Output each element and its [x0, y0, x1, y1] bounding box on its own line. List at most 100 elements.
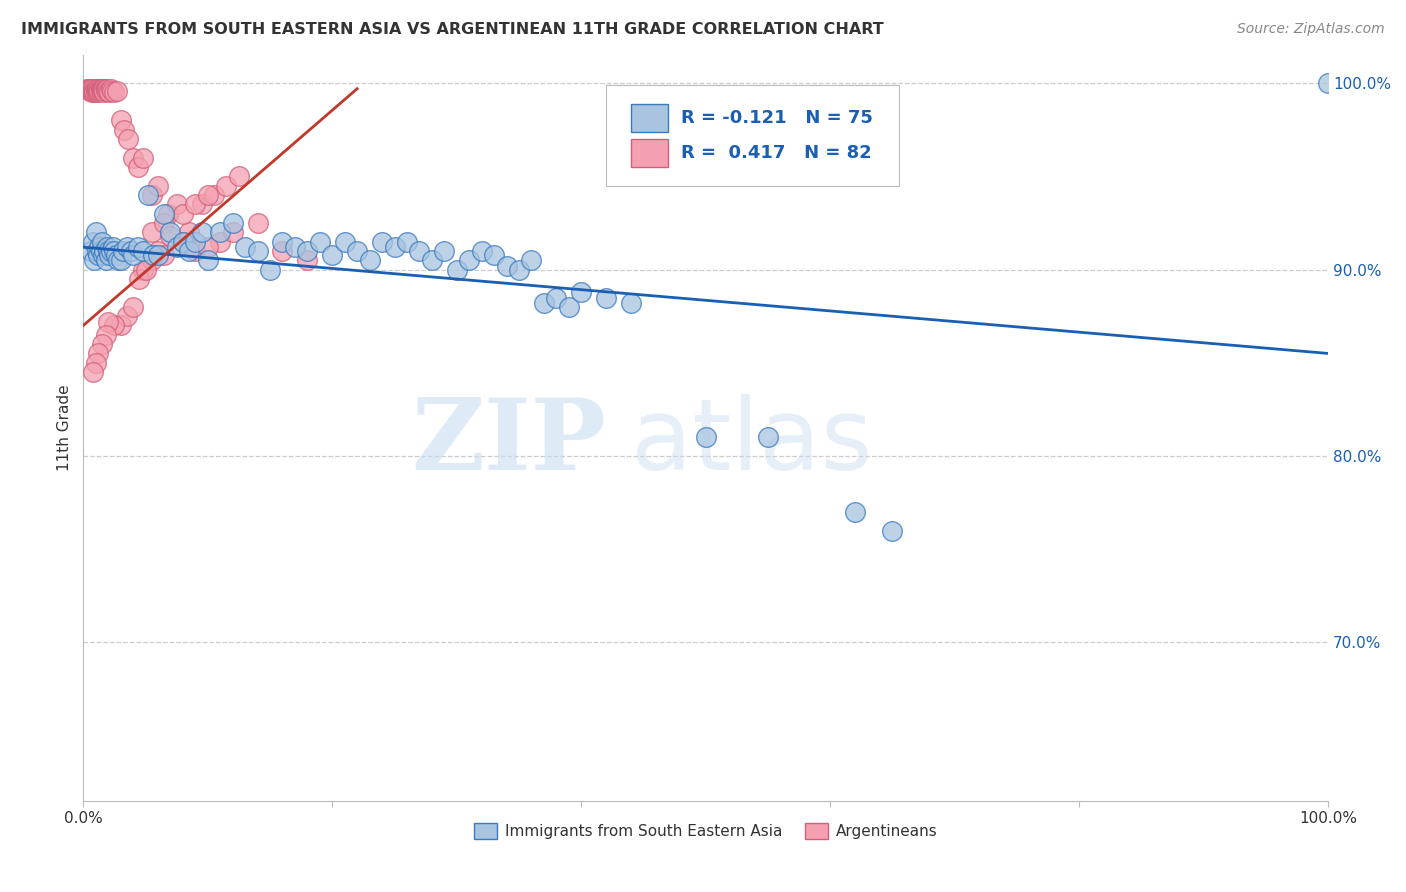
- Point: [91, 84, 114, 98]
- Point: [1317, 76, 1340, 90]
- Point: [153, 247, 176, 261]
- Point: [228, 169, 250, 184]
- Point: [482, 247, 505, 261]
- Point: [83, 253, 105, 268]
- Point: [89, 81, 111, 95]
- Text: ZIP: ZIP: [411, 394, 606, 491]
- Point: [221, 225, 243, 239]
- Point: [87, 86, 110, 100]
- FancyBboxPatch shape: [606, 85, 898, 186]
- Point: [82, 235, 104, 249]
- Point: [197, 240, 219, 254]
- Point: [104, 247, 127, 261]
- Point: [115, 240, 138, 254]
- Point: [533, 296, 555, 310]
- Point: [308, 235, 330, 249]
- Point: [159, 225, 181, 239]
- Point: [172, 235, 194, 249]
- Point: [408, 244, 430, 258]
- Point: [184, 235, 207, 249]
- Point: [98, 86, 121, 100]
- Point: [844, 505, 866, 519]
- Point: [93, 86, 115, 100]
- Point: [420, 253, 443, 268]
- Point: [122, 300, 145, 314]
- Point: [87, 346, 110, 360]
- Point: [215, 178, 238, 193]
- Text: IMMIGRANTS FROM SOUTH EASTERN ASIA VS ARGENTINEAN 11TH GRADE CORRELATION CHART: IMMIGRANTS FROM SOUTH EASTERN ASIA VS AR…: [21, 22, 884, 37]
- Point: [153, 206, 176, 220]
- Point: [132, 262, 155, 277]
- Point: [172, 235, 194, 249]
- Point: [297, 244, 319, 258]
- Point: [91, 337, 114, 351]
- Point: [84, 81, 107, 95]
- Point: [100, 244, 122, 258]
- Point: [259, 262, 281, 277]
- Point: [184, 244, 207, 258]
- Point: [132, 244, 155, 258]
- Point: [83, 84, 105, 98]
- Point: [89, 240, 111, 254]
- Point: [141, 188, 163, 202]
- Point: [115, 309, 138, 323]
- Point: [153, 216, 176, 230]
- Point: [90, 244, 112, 258]
- Point: [98, 247, 121, 261]
- Point: [122, 247, 145, 261]
- Point: [508, 262, 530, 277]
- Point: [271, 244, 294, 258]
- Point: [333, 235, 356, 249]
- Point: [569, 285, 592, 299]
- Point: [91, 247, 114, 261]
- Point: [756, 430, 779, 444]
- Point: [184, 197, 207, 211]
- Point: [94, 81, 117, 95]
- Point: [103, 318, 125, 333]
- Point: [97, 244, 120, 258]
- Point: [87, 84, 110, 98]
- Point: [446, 262, 468, 277]
- Text: R =  0.417   N = 82: R = 0.417 N = 82: [681, 144, 872, 161]
- Point: [146, 247, 169, 261]
- Point: [384, 240, 406, 254]
- Point: [96, 240, 118, 254]
- Point: [107, 253, 129, 268]
- Point: [91, 84, 114, 98]
- Point: [76, 81, 98, 95]
- Point: [112, 122, 135, 136]
- Point: [112, 244, 135, 258]
- Point: [94, 253, 117, 268]
- Point: [146, 178, 169, 193]
- Point: [80, 81, 103, 95]
- Point: [120, 244, 142, 258]
- Point: [84, 86, 107, 100]
- Point: [233, 240, 256, 254]
- Point: [433, 244, 456, 258]
- Point: [520, 253, 543, 268]
- Point: [83, 86, 105, 100]
- Point: [128, 272, 150, 286]
- Point: [80, 84, 103, 98]
- Point: [321, 247, 343, 261]
- Point: [97, 84, 120, 98]
- Point: [101, 240, 124, 254]
- Point: [142, 247, 165, 261]
- Point: [395, 235, 418, 249]
- FancyBboxPatch shape: [631, 103, 668, 132]
- Point: [101, 84, 124, 98]
- Text: R = -0.121   N = 75: R = -0.121 N = 75: [681, 109, 873, 127]
- Point: [209, 225, 232, 239]
- Point: [135, 262, 157, 277]
- Point: [91, 81, 114, 95]
- Point: [146, 244, 169, 258]
- Point: [695, 430, 717, 444]
- Point: [94, 84, 117, 98]
- Point: [495, 259, 517, 273]
- Point: [122, 151, 145, 165]
- Point: [202, 188, 225, 202]
- Point: [371, 235, 394, 249]
- Point: [197, 253, 219, 268]
- Point: [166, 197, 188, 211]
- Point: [172, 206, 194, 220]
